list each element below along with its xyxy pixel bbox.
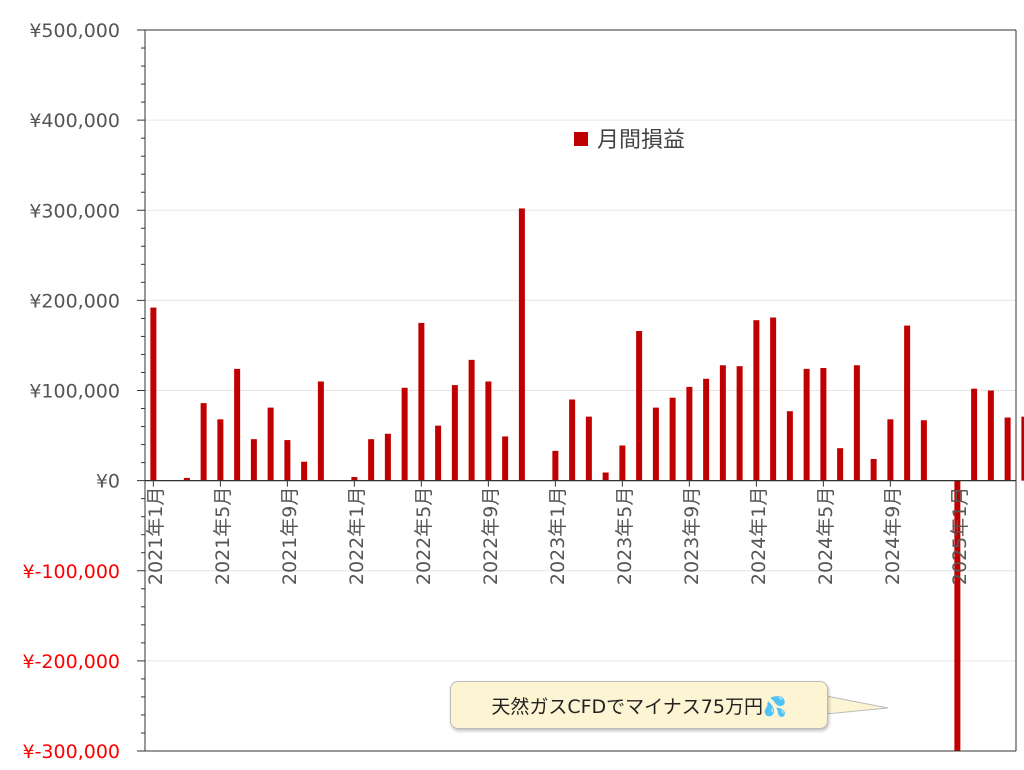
bar: [820, 367, 827, 481]
axes: [137, 29, 1017, 752]
x-tick-label: 2023年9月: [681, 487, 703, 585]
bar: [301, 461, 308, 481]
x-tick-label: 2022年1月: [346, 487, 368, 585]
bar: [887, 419, 894, 481]
bar: [971, 388, 978, 481]
bar: [317, 381, 324, 481]
y-tick-label: ¥0: [96, 471, 120, 493]
bar: [384, 433, 391, 481]
bar: [753, 320, 760, 481]
legend: 月間損益: [574, 128, 685, 153]
bar: [669, 397, 676, 481]
bar: [920, 420, 927, 481]
bar: [451, 385, 458, 481]
x-tick-label: 2023年1月: [547, 487, 569, 585]
bar: [351, 477, 358, 481]
y-tick-label: ¥-100,000: [22, 561, 120, 583]
bars: [150, 208, 1024, 751]
bar: [485, 381, 492, 481]
y-tick-label: ¥-200,000: [22, 651, 120, 673]
bar: [569, 399, 576, 481]
y-tick-label: ¥100,000: [29, 381, 120, 403]
bar: [987, 390, 994, 481]
bar: [719, 365, 726, 481]
bar: [401, 387, 408, 481]
bar: [803, 368, 810, 481]
bar: [602, 472, 609, 481]
bar: [284, 440, 291, 481]
bar: [150, 307, 157, 481]
bar: [786, 411, 793, 481]
annotation-callout: 天然ガスCFDでマイナス75万円💦: [450, 681, 828, 729]
bar: [552, 450, 559, 481]
x-tick-label: 2022年9月: [480, 487, 502, 585]
y-axis-ticks: ¥500,000 ¥400,000 ¥300,000 ¥200,000 ¥100,000…: [22, 20, 120, 763]
x-tick-label: 2022年5月: [413, 487, 435, 585]
y-tick-label: ¥500,000: [29, 20, 120, 42]
x-tick-label: 2023年5月: [614, 487, 636, 585]
bar: [954, 480, 961, 751]
bar: [703, 378, 710, 481]
bar: [468, 359, 475, 481]
bar: [853, 365, 860, 481]
x-tick-label: 2021年9月: [279, 487, 301, 585]
bar: [1004, 417, 1011, 481]
bar: [502, 436, 509, 481]
annotation-pointer: [822, 695, 889, 715]
bar: [585, 416, 592, 481]
bar: [837, 448, 844, 481]
y-tick-label: ¥-300,000: [22, 741, 120, 763]
bar: [652, 407, 659, 481]
bar: [686, 386, 693, 481]
bar: [200, 403, 207, 481]
bar: [636, 331, 643, 481]
x-tick-label: 2024年5月: [815, 487, 837, 585]
bar: [368, 439, 375, 481]
legend-label: 月間損益: [597, 128, 685, 153]
x-tick-label: 2025年1月: [949, 487, 971, 585]
x-tick-label: 2024年9月: [882, 487, 904, 585]
bar: [736, 366, 743, 481]
bar: [250, 439, 257, 481]
bar: [518, 208, 525, 481]
x-tick-label: 2021年1月: [145, 487, 167, 585]
annotation-text: 天然ガスCFDでマイナス75万円💦: [491, 695, 787, 718]
x-tick-label: 2021年5月: [212, 487, 234, 585]
bar: [870, 458, 877, 481]
bar: [234, 368, 241, 481]
bar: [1021, 416, 1024, 481]
bar: [435, 425, 442, 481]
y-tick-label: ¥200,000: [29, 290, 120, 312]
bar: [267, 407, 274, 481]
bar: [183, 477, 190, 481]
y-tick-label: ¥400,000: [29, 110, 120, 132]
bar: [418, 322, 425, 481]
x-tick-label: 2024年1月: [748, 487, 770, 585]
legend-swatch: [574, 132, 588, 146]
y-tick-label: ¥300,000: [29, 200, 120, 222]
bar: [217, 419, 224, 481]
bar: [904, 325, 911, 481]
bar: [770, 317, 777, 481]
bar: [619, 445, 626, 481]
x-axis-ticks: 2021年1月 2021年5月 2021年9月 2022年1月 2022年5月 2022年…: [145, 480, 971, 585]
